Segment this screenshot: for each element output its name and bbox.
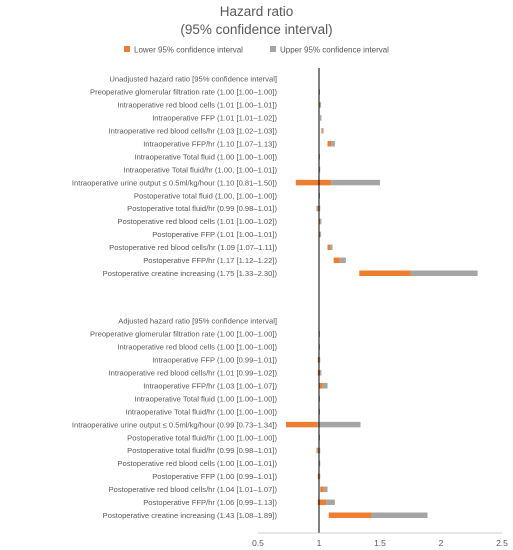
row-label: Postoperative red blood cells (1.00 [1.0… xyxy=(117,459,277,468)
bar-upper-ci xyxy=(331,141,335,147)
row-label: Postoperative FFP/hr (1.17 [1.12–1.22]) xyxy=(143,256,277,265)
row-label: Intraoperative red blood cells/hr (1.01 … xyxy=(109,369,278,378)
row-label: Postoperative creatine increasing (1.75 … xyxy=(103,269,278,278)
bar-upper-ci xyxy=(319,357,321,363)
row-label: Intraoperative Total fluid (1.00 [1.00–1… xyxy=(134,152,277,161)
row-label: Intraoperative Total fluid/hr (1.00, [1.… xyxy=(123,165,277,174)
bar-lower-ci xyxy=(333,257,340,264)
bar-lower-ci xyxy=(317,473,319,480)
row-label: Intraoperative red blood cells/hr (1.03 … xyxy=(109,127,278,136)
row-label: Intraoperative red blood cells (1.00 [1.… xyxy=(117,343,277,352)
x-tick-label: 1.5 xyxy=(374,538,386,548)
bar-lower-ci xyxy=(319,102,321,108)
bar-upper-ci xyxy=(320,370,322,376)
bar-lower-ci xyxy=(317,357,319,363)
bar-lower-ci xyxy=(316,447,318,454)
bar-upper-ci xyxy=(323,486,328,493)
bar-upper-ci xyxy=(317,421,361,428)
bar-upper-ci xyxy=(371,512,428,518)
bar-lower-ci xyxy=(321,128,323,134)
row-label: Postoperative total fluid (1.00, [1.00–1… xyxy=(134,191,278,200)
bar-upper-ci xyxy=(322,128,324,134)
row-label: Intraoperative urine output ≤ 0.5ml/kg/h… xyxy=(72,420,278,429)
bar-upper-ci xyxy=(320,231,322,238)
x-tick-label: 2 xyxy=(439,538,444,548)
row-label: Postoperative FFP/hr (1.06 [0.99–1.13]) xyxy=(143,498,277,507)
row-label: Preoperative glomerular filtration rate … xyxy=(90,330,277,339)
bar-lower-ci xyxy=(327,141,332,147)
bar-lower-ci xyxy=(319,231,321,238)
row-label: Intraoperative FFP (1.01 [1.01–1.02]) xyxy=(152,114,277,123)
row-label: Intraoperative urine output ≤ 0.5ml/kg/h… xyxy=(72,178,278,187)
bar-lower-ci xyxy=(328,512,372,518)
row-label: Postoperative total fluid/hr (0.99 [0.98… xyxy=(127,204,277,213)
bar-upper-ci xyxy=(320,102,322,108)
bar-upper-ci xyxy=(326,499,335,506)
bar-lower-ci xyxy=(316,205,318,212)
legend-label-lower: Lower 95% confidence interval xyxy=(134,46,243,55)
x-tick-label: 2.5 xyxy=(496,538,508,548)
group-header-label: Unadjusted hazard ratio [95% confidence … xyxy=(109,75,277,84)
row-label: Postoperative red blood cells/hr (1.04 [… xyxy=(109,485,278,494)
bar-lower-ci xyxy=(359,270,411,276)
row-label: Intraoperative FFP/hr (1.10 [1.07–1.13]) xyxy=(143,139,277,148)
bar-upper-ci xyxy=(319,473,321,480)
legend-label-upper: Upper 95% confidence interval xyxy=(280,46,389,55)
chart-rows: Unadjusted hazard ratio [95% confidence … xyxy=(72,75,278,520)
bar-upper-ci xyxy=(319,166,321,173)
bar-lower-ci xyxy=(319,383,323,389)
row-label: Intraoperative red blood cells (1.01 [1.… xyxy=(117,101,277,110)
row-label: Postoperative creatine increasing (1.43 … xyxy=(103,511,278,520)
bar-upper-ci xyxy=(329,244,333,251)
bar-lower-ci xyxy=(319,218,321,225)
row-label: Preoperative glomerular filtration rate … xyxy=(90,88,277,97)
chart-bars xyxy=(286,89,478,518)
bar-upper-ci xyxy=(410,270,478,276)
bar-lower-ci xyxy=(295,179,332,186)
row-label: Postoperative FFP (1.00 [0.99–1.01]) xyxy=(152,472,277,481)
bar-lower-ci xyxy=(286,421,318,428)
row-label: Intraoperative Total fluid/hr (1.00 [1.0… xyxy=(126,407,278,416)
chart-title: Hazard ratio (95% confidence interval) xyxy=(0,3,513,39)
bar-lower-ci xyxy=(317,499,327,506)
x-axis-ticks: 0.5 1 1.5 2 2.5 xyxy=(252,538,508,548)
row-label: Intraoperative Total fluid (1.00 [1.00–1… xyxy=(134,394,277,403)
row-label: Postoperative total fluid/hr (1.00 [1.00… xyxy=(127,433,277,442)
chart-title-line: Hazard ratio xyxy=(219,4,294,19)
legend-swatch-upper xyxy=(270,46,276,52)
row-label: Postoperative red blood cells (1.01 [1.0… xyxy=(117,217,277,226)
bar-upper-ci xyxy=(339,257,346,264)
row-label: Intraoperative FFP (1.00 [0.99–1.01]) xyxy=(152,356,277,365)
bar-lower-ci xyxy=(320,486,324,493)
bar-upper-ci xyxy=(320,218,322,225)
row-label: Postoperative FFP (1.01 [1.00–1.01]) xyxy=(152,230,277,239)
bar-upper-ci xyxy=(331,179,380,186)
row-label: Postoperative red blood cells/hr (1.09 [… xyxy=(109,243,277,252)
row-label: Postoperative total fluid/hr (0.99 [0.98… xyxy=(127,446,277,455)
bar-upper-ci xyxy=(322,383,328,389)
bar-lower-ci xyxy=(327,244,330,251)
group-header-label: Adjusted hazard ratio [95% confidence in… xyxy=(118,317,277,326)
bar-upper-ci xyxy=(319,460,321,467)
row-label: Intraoperative FFP/hr (1.03 [1.00–1.07]) xyxy=(143,381,277,390)
x-tick-label: 0.5 xyxy=(252,538,264,548)
chart-subtitle-line: (95% confidence interval) xyxy=(180,22,333,37)
x-tick-label: 1 xyxy=(317,538,322,548)
legend-swatch-lower xyxy=(124,46,130,52)
bar-upper-ci xyxy=(320,115,322,121)
chart-legend: Lower 95% confidence interval Upper 95% c… xyxy=(124,46,389,55)
